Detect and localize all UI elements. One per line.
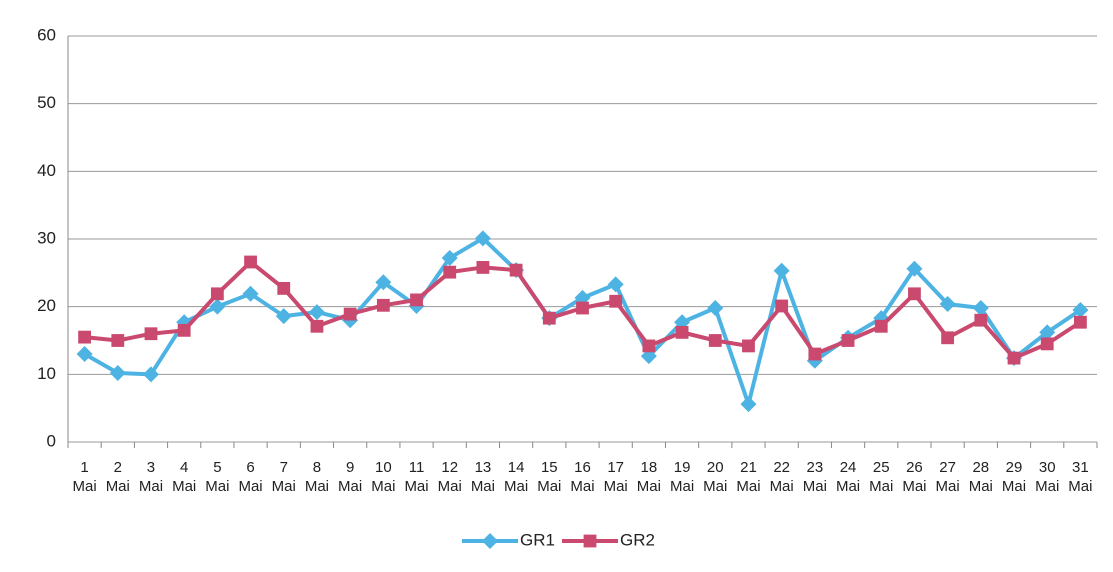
marker — [308, 304, 325, 321]
marker — [609, 294, 623, 308]
x-tick-label: 1 Mai — [72, 459, 97, 495]
marker — [974, 313, 988, 327]
marker — [410, 293, 423, 307]
marker — [808, 347, 822, 361]
marker — [310, 319, 324, 333]
x-tick-label: 15 Mai — [537, 459, 562, 495]
marker — [972, 300, 989, 317]
y-tick-label: 50 — [37, 93, 56, 112]
x-tick-label: 24 Mai — [835, 459, 861, 495]
y-tick-label: 0 — [47, 431, 56, 450]
x-tick-label: 16 Mai — [570, 459, 595, 495]
legend-marker — [583, 534, 597, 548]
x-tick-label: 28 Mai — [968, 459, 993, 495]
x-tick-label: 12 Mai — [437, 459, 462, 495]
marker — [474, 230, 491, 247]
marker — [1040, 337, 1054, 351]
marker — [343, 307, 357, 321]
marker — [244, 255, 257, 269]
marker — [642, 339, 656, 353]
marker — [576, 301, 589, 315]
x-tick-label: 21 Mai — [736, 459, 761, 495]
marker — [476, 261, 490, 274]
x-tick-label: 30 Mai — [1035, 459, 1060, 495]
marker — [874, 319, 888, 333]
x-tick-label: 8 Mai — [304, 459, 330, 495]
marker — [1072, 302, 1089, 319]
marker — [939, 295, 956, 312]
marker — [708, 334, 722, 347]
marker — [443, 265, 457, 279]
marker — [908, 287, 921, 301]
x-tick-label: 5 Mai — [205, 459, 230, 495]
marker — [509, 263, 523, 277]
marker — [275, 308, 292, 325]
x-tick-label: 17 Mai — [603, 459, 628, 495]
y-tick-label: 10 — [37, 364, 56, 383]
x-tick-label: 26 Mai — [902, 459, 927, 495]
x-tick-label: 3 Mai — [138, 459, 164, 495]
marker — [375, 274, 392, 291]
marker — [775, 299, 789, 313]
marker — [209, 298, 226, 315]
marker — [607, 276, 624, 293]
x-tick-label: 19 Mai — [669, 459, 695, 495]
marker — [1039, 324, 1056, 341]
marker — [376, 298, 390, 312]
marker — [941, 331, 955, 345]
marker — [675, 325, 689, 339]
marker — [109, 364, 126, 381]
x-tick-label: 13 Mai — [470, 459, 495, 495]
marker — [841, 334, 855, 347]
y-tick-label: 40 — [37, 161, 56, 180]
legend-label: GR2 — [620, 530, 655, 549]
marker — [441, 249, 458, 266]
marker — [742, 339, 755, 353]
x-tick-label: 11 Mai — [404, 459, 429, 495]
marker — [78, 330, 91, 344]
marker — [111, 334, 125, 347]
series-line — [83, 236, 1082, 407]
marker — [740, 396, 757, 413]
legend-label: GR1 — [520, 530, 555, 549]
x-tick-label: 9 Mai — [338, 459, 363, 495]
x-tick-label: 25 Mai — [869, 459, 894, 495]
marker — [142, 366, 159, 383]
marker — [542, 311, 556, 325]
x-tick-label: 20 Mai — [703, 459, 728, 495]
x-tick-label: 7 Mai — [271, 459, 296, 495]
marker — [773, 262, 790, 279]
x-tick-label: 14 Mai — [504, 459, 529, 495]
marker — [242, 285, 259, 302]
marker — [277, 281, 291, 295]
x-tick-label: 29 Mai — [1001, 459, 1027, 495]
marker — [906, 260, 923, 277]
x-tick-label: 10 Mai — [371, 459, 396, 495]
legend-marker — [482, 533, 498, 549]
marker — [707, 300, 724, 317]
x-tick-label: 6 Mai — [238, 459, 263, 495]
marker — [144, 327, 158, 341]
x-tick-label: 23 Mai — [802, 459, 827, 495]
marker — [1074, 315, 1087, 329]
y-tick-label: 30 — [37, 228, 56, 247]
x-tick-label: 18 Mai — [636, 459, 661, 495]
x-tick-label: 4 Mai — [172, 459, 197, 495]
y-tick-label: 20 — [37, 296, 56, 315]
x-tick-label: 31 Mai — [1068, 459, 1093, 495]
x-tick-label: 22 Mai — [769, 459, 794, 495]
x-tick-label: 2 Mai — [105, 459, 130, 495]
marker — [76, 346, 93, 363]
y-tick-label: 60 — [37, 25, 56, 44]
marker — [210, 287, 224, 301]
marker — [177, 323, 191, 337]
marker — [1007, 351, 1021, 365]
x-tick-label: 27 Mai — [935, 459, 960, 495]
